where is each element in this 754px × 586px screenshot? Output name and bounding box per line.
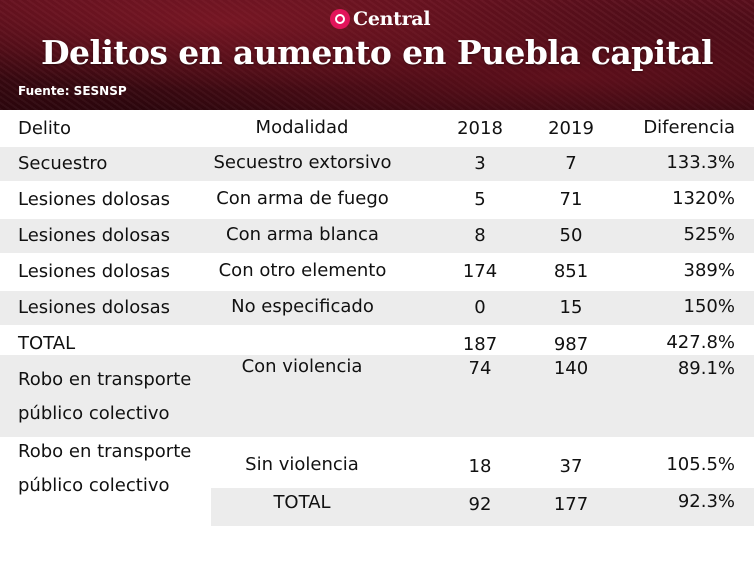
- cell-delito: Secuestro: [18, 153, 108, 174]
- cell-diferencia: 105.5%: [666, 454, 735, 475]
- cell-diferencia: 133.3%: [666, 152, 735, 173]
- row-band: [0, 219, 754, 253]
- cell-modalidad: Con arma blanca: [226, 224, 379, 245]
- cell-modalidad: Con arma de fuego: [216, 188, 389, 209]
- row-band: [211, 488, 754, 526]
- total-2019: 987: [553, 334, 589, 355]
- cell-modalidad: Con violencia: [241, 356, 363, 377]
- cell-2018: 0: [474, 297, 486, 318]
- cell-diferencia: 150%: [683, 296, 735, 317]
- total-2019: 177: [553, 494, 589, 515]
- cell-delito: Lesiones dolosas: [18, 297, 170, 318]
- cell-2019: 140: [553, 358, 589, 379]
- cell-modalidad: Secuestro extorsivo: [213, 152, 392, 173]
- brand-name: Central: [353, 8, 431, 30]
- row-band: [0, 291, 754, 325]
- header-delito: Delito: [18, 118, 72, 139]
- total-label: TOTAL: [18, 333, 76, 354]
- total-diferencia: 427.8%: [666, 332, 735, 353]
- cell-delito: Lesiones dolosas: [18, 189, 170, 210]
- cell-modalidad: Con otro elemento: [218, 260, 387, 281]
- cell-2018: 18: [468, 456, 492, 477]
- cell-delito: Robo en transporte público colectivo: [18, 441, 192, 496]
- cell-2018: 74: [468, 358, 492, 379]
- header-diferencia: Diferencia: [643, 117, 735, 138]
- cell-modalidad: No especificado: [231, 296, 374, 317]
- central-logo-icon: [330, 9, 350, 29]
- page-title: Delitos en aumento en Puebla capital: [41, 33, 714, 72]
- header-2019: 2019: [548, 118, 594, 139]
- source-note: Fuente: SESNSP: [18, 84, 127, 98]
- row-band: [0, 355, 754, 437]
- row-band: [0, 147, 754, 181]
- cell-2019: 15: [559, 297, 583, 318]
- total-label: TOTAL: [273, 492, 331, 513]
- cell-modalidad: Sin violencia: [245, 454, 359, 475]
- cell-2019: 37: [559, 456, 583, 477]
- cell-2018: 3: [474, 153, 486, 174]
- cell-diferencia: 525%: [683, 224, 735, 245]
- header-2018: 2018: [457, 118, 503, 139]
- header-modalidad: Modalidad: [255, 117, 349, 138]
- cell-delito: Lesiones dolosas: [18, 261, 170, 282]
- total-diferencia: 92.3%: [677, 491, 735, 512]
- cell-2018: 8: [474, 225, 486, 246]
- cell-2019: 851: [553, 261, 589, 282]
- cell-2018: 174: [462, 261, 498, 282]
- cell-delito: Robo en transporte público colectivo: [18, 369, 192, 424]
- cell-2019: 7: [565, 153, 577, 174]
- total-2018: 187: [462, 334, 498, 355]
- cell-diferencia: 389%: [683, 260, 735, 281]
- cell-2018: 5: [474, 189, 486, 210]
- cell-diferencia: 89.1%: [677, 358, 735, 379]
- cell-2019: 71: [559, 189, 583, 210]
- brand-logo: Central: [330, 7, 431, 31]
- cell-delito: Lesiones dolosas: [18, 225, 170, 246]
- total-2018: 92: [468, 494, 492, 515]
- cell-diferencia: 1320%: [672, 188, 735, 209]
- header-banner: Central Delitos en aumento en Puebla cap…: [0, 0, 754, 110]
- cell-2019: 50: [559, 225, 583, 246]
